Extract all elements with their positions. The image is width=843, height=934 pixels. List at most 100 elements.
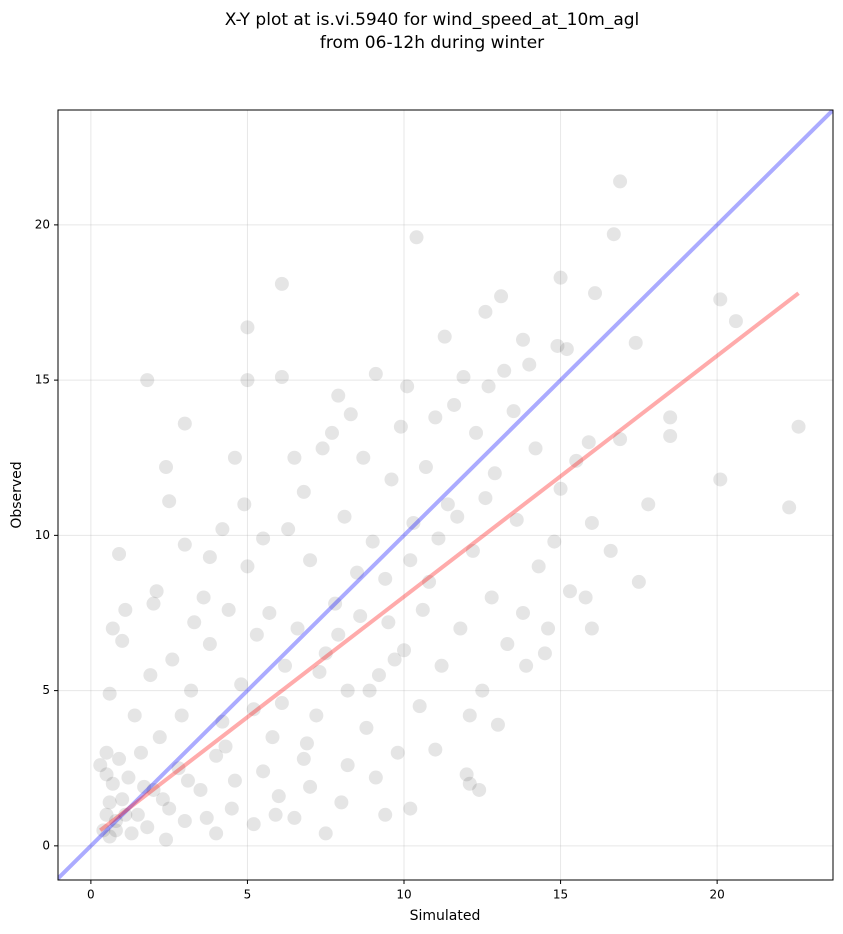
point — [146, 782, 161, 797]
point — [177, 416, 192, 431]
point — [202, 550, 217, 565]
point — [227, 773, 242, 788]
chart-subtitle: from 06-12h during winter — [320, 33, 544, 53]
point — [287, 450, 302, 465]
point — [102, 795, 117, 810]
point — [384, 472, 399, 487]
point — [628, 335, 643, 350]
point — [581, 435, 596, 450]
point — [378, 571, 393, 586]
point — [224, 801, 239, 816]
point — [782, 500, 797, 515]
point — [362, 683, 377, 698]
x-tick-label: 20 — [710, 888, 725, 902]
point — [331, 388, 346, 403]
plot-frame — [57, 109, 834, 881]
point — [318, 646, 333, 661]
reference-line — [99, 291, 800, 832]
point — [143, 668, 158, 683]
point — [177, 537, 192, 552]
point — [569, 453, 584, 468]
y-axis-label: Observed — [9, 461, 25, 528]
point — [422, 574, 437, 589]
point — [274, 276, 289, 291]
point — [497, 363, 512, 378]
point — [462, 776, 477, 791]
point — [588, 286, 603, 301]
point — [381, 615, 396, 630]
point — [469, 425, 484, 440]
point — [603, 543, 618, 558]
x-tick-label: 15 — [553, 888, 568, 902]
point — [516, 332, 530, 347]
point — [256, 531, 271, 546]
point — [162, 801, 177, 816]
point — [324, 425, 339, 440]
point — [484, 590, 499, 605]
point — [431, 531, 446, 546]
point — [428, 410, 443, 425]
point — [559, 342, 574, 357]
point — [631, 574, 646, 589]
point — [318, 826, 333, 841]
point — [309, 708, 324, 723]
point — [159, 460, 174, 475]
point — [102, 686, 117, 701]
y-tick-label: 20 — [35, 217, 50, 231]
point — [578, 590, 593, 605]
point — [199, 810, 214, 825]
point — [105, 776, 120, 791]
point — [281, 522, 296, 537]
point — [118, 602, 133, 617]
point — [434, 658, 449, 673]
point — [522, 357, 537, 372]
point — [133, 745, 148, 760]
point — [450, 509, 465, 524]
y-tick-label: 5 — [42, 683, 50, 697]
point — [516, 605, 530, 620]
point — [140, 373, 155, 388]
point — [112, 751, 127, 766]
point — [562, 584, 577, 599]
point — [406, 515, 421, 530]
point — [418, 460, 433, 475]
point — [296, 484, 311, 499]
point — [299, 736, 314, 751]
point — [162, 494, 177, 509]
point — [246, 702, 261, 717]
point — [475, 683, 490, 698]
point — [215, 522, 230, 537]
point — [340, 758, 355, 773]
point — [350, 565, 365, 580]
point — [415, 602, 430, 617]
point — [209, 826, 224, 841]
point — [174, 708, 189, 723]
point — [265, 730, 280, 745]
point — [99, 767, 114, 782]
point — [256, 764, 271, 779]
point — [584, 621, 599, 636]
point — [337, 509, 352, 524]
point — [105, 621, 120, 636]
point — [108, 823, 123, 838]
point — [519, 658, 534, 673]
point — [171, 761, 186, 776]
point — [180, 773, 195, 788]
point — [403, 801, 418, 816]
point — [371, 668, 386, 683]
y-tick-label: 0 — [42, 838, 50, 852]
point — [312, 664, 327, 679]
point — [478, 304, 493, 319]
point — [240, 320, 255, 335]
point — [506, 404, 521, 419]
point — [494, 289, 509, 304]
point — [159, 832, 174, 847]
point — [531, 559, 546, 574]
point — [303, 553, 318, 568]
point — [397, 643, 412, 658]
point — [400, 379, 415, 394]
point — [237, 497, 252, 512]
point — [177, 814, 192, 829]
point — [328, 596, 343, 611]
